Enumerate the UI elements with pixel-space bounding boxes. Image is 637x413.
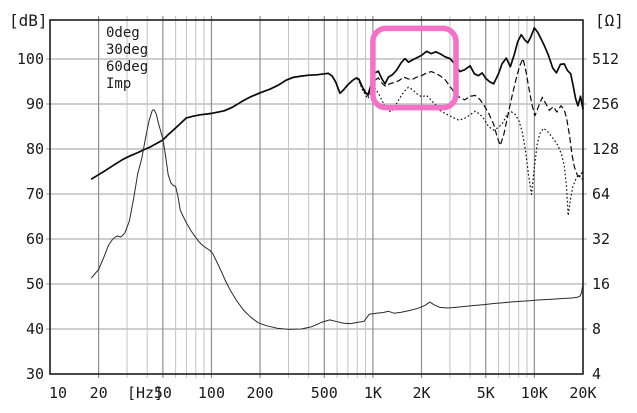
legend: 0deg 30deg 60deg Imp xyxy=(106,25,148,92)
plot-frame xyxy=(49,19,584,375)
ohm-tick-label: 128 xyxy=(592,140,619,158)
ohm-tick-label: 256 xyxy=(592,95,619,113)
freq-tick-label: 200 xyxy=(247,384,274,402)
db-tick-label: 50 xyxy=(26,275,44,293)
freq-tick-label: 20K xyxy=(569,384,596,402)
hz-axis-unit-label: [Hz] xyxy=(127,384,163,402)
curves xyxy=(90,27,584,330)
db-axis-unit-label: [dB] xyxy=(9,11,48,30)
db-tick-label: 90 xyxy=(26,95,44,113)
freq-tick-label: 50 xyxy=(154,384,172,402)
spl-30deg-curve xyxy=(90,57,584,180)
db-tick-label: 60 xyxy=(26,230,44,248)
db-tick-label: 80 xyxy=(26,140,44,158)
highlight-annotation-box xyxy=(370,25,459,111)
freq-tick-label: 10 xyxy=(49,384,67,402)
ohm-tick-label: 8 xyxy=(592,320,601,338)
ohm-tick-label: 16 xyxy=(592,275,610,293)
db-tick-label: 30 xyxy=(26,365,44,383)
ohm-tick-label: 64 xyxy=(592,185,610,203)
legend-item-30deg: 30deg xyxy=(106,42,148,58)
legend-item-60deg: 60deg xyxy=(106,59,148,75)
ohm-tick-label: 32 xyxy=(592,230,610,248)
db-tick-label: 70 xyxy=(26,185,44,203)
axis-tick-labels: 100 90 80 70 60 50 40 30 512 256 128 64 32 16 8 4 10 20 50… xyxy=(17,50,619,402)
freq-tick-label: 500 xyxy=(311,384,338,402)
freq-tick-label: 5K xyxy=(477,384,495,402)
spl-60deg-curve xyxy=(90,72,584,217)
db-tick-label: 100 xyxy=(17,50,44,68)
ohm-tick-label: 4 xyxy=(592,365,601,383)
impedance-curve xyxy=(90,109,584,330)
ohm-axis-unit-label: [Ω] xyxy=(595,11,624,30)
freq-tick-label: 20 xyxy=(90,384,108,402)
freq-tick-label: 1K xyxy=(364,384,382,402)
freq-tick-label: 100 xyxy=(198,384,225,402)
db-tick-label: 40 xyxy=(26,320,44,338)
legend-item-imp: Imp xyxy=(106,76,131,92)
freq-tick-label: 10K xyxy=(521,384,548,402)
legend-item-0deg: 0deg xyxy=(106,25,140,41)
grid xyxy=(46,16,587,378)
ohm-tick-label: 512 xyxy=(592,50,619,68)
freq-tick-label: 2K xyxy=(412,384,430,402)
